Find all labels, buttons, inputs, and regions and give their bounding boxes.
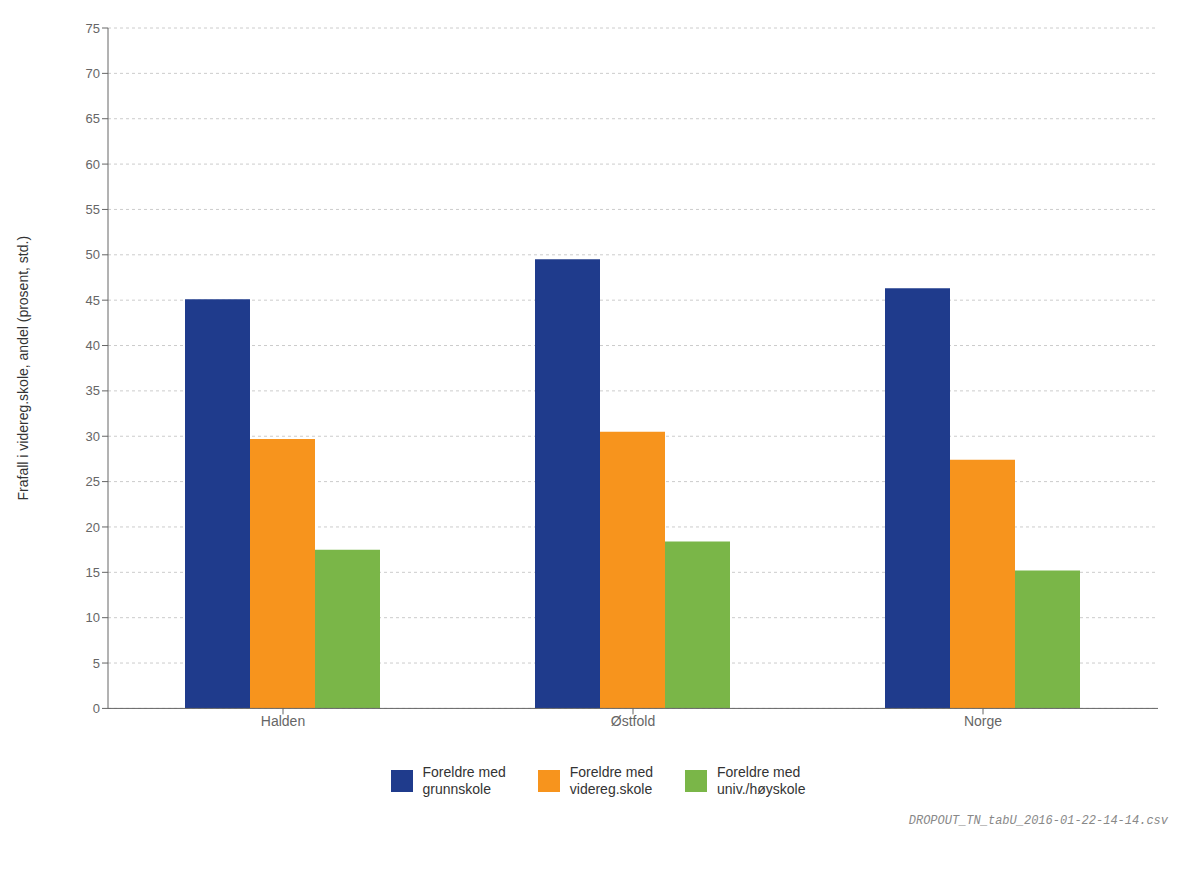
html-text:Foreldre med univ./høyskole: Foreldre med univ./høyskole xyxy=(717,764,806,798)
svg-text:20: 20 xyxy=(86,520,100,535)
svg-text:50: 50 xyxy=(86,247,100,262)
html-text:DROPOUT_TN_tabU_2016-01-22-14-: DROPOUT_TN_tabU_2016-01-22-14-14.csv xyxy=(908,814,1168,828)
svg-text:Norge: Norge xyxy=(964,713,1002,729)
svg-text:5: 5 xyxy=(93,656,100,671)
svg-text:35: 35 xyxy=(86,383,100,398)
svg-text:65: 65 xyxy=(86,111,100,126)
svg-text:25: 25 xyxy=(86,474,100,489)
html-text:Foreldre med videreg.skole: Foreldre med videreg.skole xyxy=(569,764,653,798)
svg-text:15: 15 xyxy=(86,565,100,580)
svg-text:0: 0 xyxy=(93,701,100,716)
svg-text:70: 70 xyxy=(86,66,100,81)
svg-text:10: 10 xyxy=(86,610,100,625)
svg-text:Halden: Halden xyxy=(261,713,305,729)
html-text:Foreldre med grunnskole: Foreldre med grunnskole xyxy=(422,764,506,798)
svg-text:Østfold: Østfold xyxy=(611,713,655,729)
svg-text:40: 40 xyxy=(86,338,100,353)
svg-text:55: 55 xyxy=(86,202,100,217)
svg-text:30: 30 xyxy=(86,429,100,444)
svg-text:60: 60 xyxy=(86,157,100,172)
svg-text:75: 75 xyxy=(86,21,100,36)
svg-text:45: 45 xyxy=(86,293,100,308)
svg-text:Frafall i videreg.skole, andel: Frafall i videreg.skole, andel (prosent,… xyxy=(15,236,31,501)
